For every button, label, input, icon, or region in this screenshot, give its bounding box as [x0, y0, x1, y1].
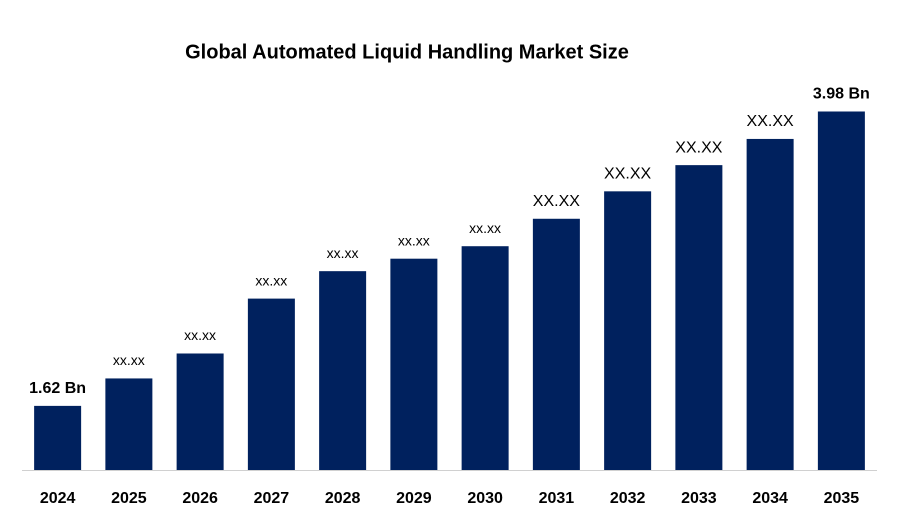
bar — [390, 258, 438, 470]
bar — [105, 378, 153, 470]
chart-title: Global Automated Liquid Handling Market … — [185, 41, 629, 63]
bar — [746, 138, 794, 470]
x-tick-label: 2024 — [40, 490, 76, 507]
bar — [319, 271, 367, 470]
value-label: xx.xx — [327, 245, 359, 261]
value-label: XX.XX — [747, 113, 794, 130]
bar — [532, 218, 580, 470]
value-label: xx.xx — [184, 327, 216, 343]
x-tick-label: 2030 — [467, 490, 503, 507]
value-label: XX.XX — [533, 193, 580, 210]
x-tick-label: 2028 — [325, 490, 361, 507]
x-tick-label: 2029 — [396, 490, 432, 507]
value-label: xx.xx — [469, 220, 501, 236]
x-tick-label: 2031 — [539, 490, 575, 507]
value-label: xx.xx — [398, 232, 430, 248]
value-label: XX.XX — [675, 139, 722, 156]
bar — [675, 165, 723, 471]
x-tick-label: 2026 — [182, 490, 218, 507]
value-label: 3.98 Bn — [813, 86, 870, 103]
bar — [176, 353, 224, 470]
value-label: XX.XX — [604, 166, 651, 183]
x-tick-label: 2027 — [254, 490, 290, 507]
value-label: xx.xx — [113, 352, 145, 368]
x-tick-label: 2033 — [681, 490, 717, 507]
x-tick-label: 2034 — [752, 490, 788, 507]
bar — [247, 298, 295, 470]
x-tick-label: 2025 — [111, 490, 147, 507]
bar — [34, 405, 82, 470]
x-tick-label: 2035 — [824, 490, 860, 507]
value-label: xx.xx — [255, 272, 287, 288]
bar — [817, 111, 865, 471]
value-label: 1.62 Bn — [29, 380, 86, 397]
x-tick-label: 2032 — [610, 490, 646, 507]
bar — [461, 246, 509, 470]
bar — [604, 191, 652, 470]
